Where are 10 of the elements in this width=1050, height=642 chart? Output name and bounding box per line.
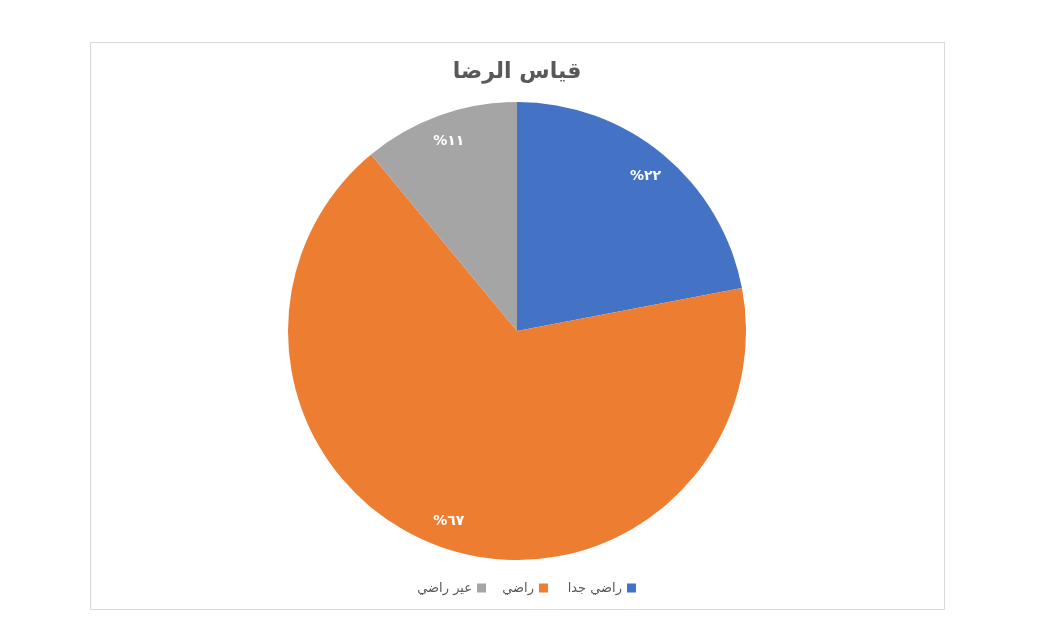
legend-label: عير راضي <box>417 579 472 596</box>
pie-slice <box>371 102 517 331</box>
data-label: %١١ <box>433 132 465 149</box>
pie-slice <box>517 102 742 331</box>
pie-slice <box>288 154 746 560</box>
legend-label: راضي <box>502 579 534 596</box>
legend-label: راضي جدا <box>567 579 622 596</box>
data-label: %٢٢ <box>629 166 662 183</box>
chart-title: قياس الرضا <box>452 58 582 84</box>
data-label: %٦٧ <box>433 511 465 528</box>
